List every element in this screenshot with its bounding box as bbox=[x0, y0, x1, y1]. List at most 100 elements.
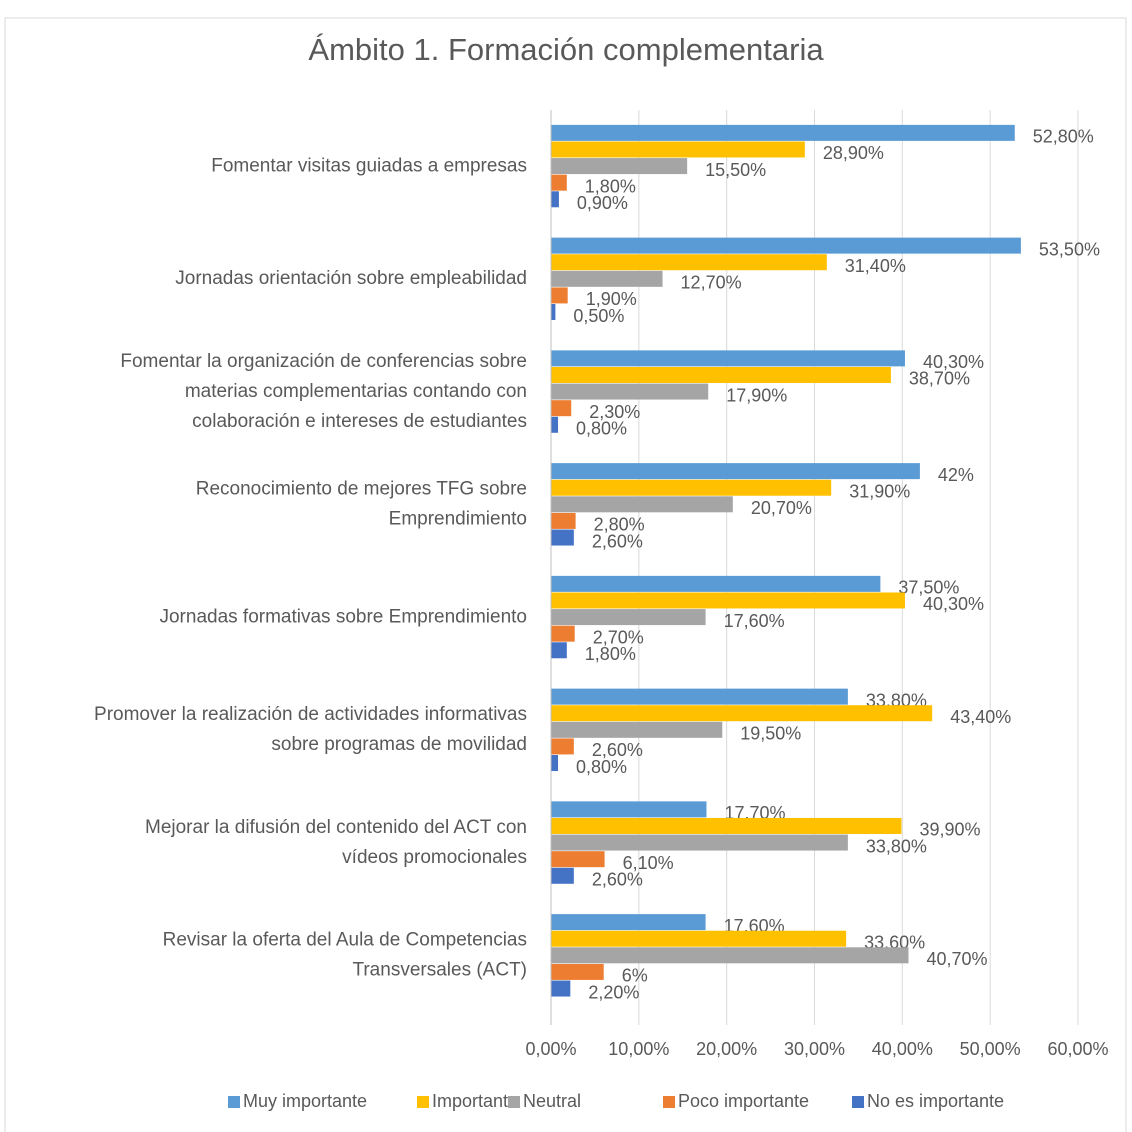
legend-label: Muy importante bbox=[243, 1091, 367, 1111]
value-label: 2,60% bbox=[592, 870, 643, 890]
value-label: 37,50% bbox=[898, 578, 959, 598]
bar bbox=[551, 867, 574, 884]
value-label: 1,80% bbox=[585, 644, 636, 664]
bar bbox=[551, 575, 881, 592]
x-tick-label: 10,00% bbox=[608, 1039, 669, 1059]
value-label: 0,80% bbox=[576, 757, 627, 777]
value-label: 0,50% bbox=[573, 306, 624, 326]
value-label: 17,60% bbox=[724, 611, 785, 631]
value-label: 31,90% bbox=[849, 481, 910, 501]
value-label: 6% bbox=[622, 966, 648, 986]
x-tick-label: 0,00% bbox=[525, 1039, 576, 1059]
bar bbox=[551, 254, 827, 271]
x-tick-label: 60,00% bbox=[1047, 1039, 1108, 1059]
bar bbox=[551, 592, 905, 609]
value-label: 0,90% bbox=[577, 193, 628, 213]
x-tick-label: 50,00% bbox=[960, 1039, 1021, 1059]
bar bbox=[551, 270, 663, 287]
value-label: 6,10% bbox=[623, 853, 674, 873]
bar bbox=[551, 930, 847, 947]
value-label: 38,70% bbox=[909, 369, 970, 389]
bar bbox=[551, 141, 805, 158]
x-tick-label: 30,00% bbox=[784, 1039, 845, 1059]
x-tick-label: 40,00% bbox=[872, 1039, 933, 1059]
bar bbox=[551, 755, 559, 772]
value-label: 1,80% bbox=[585, 176, 636, 196]
legend-label: Importante bbox=[432, 1091, 518, 1111]
value-label: 40,70% bbox=[926, 949, 987, 969]
bar bbox=[551, 705, 933, 722]
category-label: Jornadas formativas sobre Emprendimiento bbox=[159, 606, 527, 627]
legend-swatch bbox=[228, 1096, 240, 1108]
value-label: 28,90% bbox=[823, 143, 884, 163]
category-label: Fomentar visitas guiadas a empresas bbox=[211, 155, 527, 176]
legend-swatch bbox=[852, 1096, 864, 1108]
bar bbox=[551, 851, 605, 868]
bar bbox=[551, 834, 848, 851]
value-label: 2,20% bbox=[588, 982, 639, 1002]
value-label: 17,90% bbox=[726, 385, 787, 405]
x-tick-label: 20,00% bbox=[696, 1039, 757, 1059]
bar bbox=[551, 304, 556, 321]
bar bbox=[551, 463, 920, 480]
value-label: 2,60% bbox=[592, 531, 643, 551]
legend-swatch bbox=[663, 1096, 675, 1108]
value-label: 52,80% bbox=[1033, 127, 1094, 147]
bar bbox=[551, 350, 905, 367]
value-label: 42% bbox=[938, 465, 974, 485]
bar bbox=[551, 914, 706, 931]
value-label: 20,70% bbox=[751, 498, 812, 518]
value-label: 40,30% bbox=[923, 594, 984, 614]
value-label: 39,90% bbox=[919, 820, 980, 840]
bar bbox=[551, 609, 706, 626]
value-label: 43,40% bbox=[950, 707, 1011, 727]
legend-swatch bbox=[508, 1096, 520, 1108]
legend-swatch bbox=[417, 1096, 429, 1108]
bar bbox=[551, 529, 574, 546]
bar bbox=[551, 400, 572, 417]
bar bbox=[551, 287, 568, 304]
category-label: Fomentar la organización de conferencias… bbox=[120, 351, 527, 432]
chart-title: Ámbito 1. Formación complementaria bbox=[308, 32, 824, 67]
value-label: 33,80% bbox=[866, 836, 927, 856]
bar bbox=[551, 801, 707, 818]
bar bbox=[551, 625, 575, 642]
value-label: 1,90% bbox=[586, 289, 637, 309]
bar bbox=[551, 963, 604, 980]
bar bbox=[551, 174, 567, 191]
value-label: 2,30% bbox=[589, 402, 640, 422]
bar bbox=[551, 738, 574, 755]
bar bbox=[551, 191, 559, 208]
value-label: 2,60% bbox=[592, 740, 643, 760]
value-label: 31,40% bbox=[845, 256, 906, 276]
value-label: 40,30% bbox=[923, 352, 984, 372]
bar bbox=[551, 416, 559, 433]
bar bbox=[551, 479, 832, 496]
value-label: 12,70% bbox=[681, 273, 742, 293]
legend-label: No es importante bbox=[867, 1091, 1004, 1111]
bar bbox=[551, 642, 567, 659]
bar bbox=[551, 366, 891, 383]
category-label: Jornadas orientación sobre empleabilidad bbox=[175, 268, 527, 289]
bar bbox=[551, 496, 733, 513]
value-label: 2,70% bbox=[593, 627, 644, 647]
legend-label: Neutral bbox=[523, 1091, 581, 1111]
bar bbox=[551, 237, 1021, 254]
bar bbox=[551, 721, 723, 738]
category-label: Mejorar la difusión del contenido del AC… bbox=[145, 817, 527, 868]
category-label: Reconocimiento de mejores TFG sobre Empre… bbox=[196, 479, 527, 530]
value-label: 53,50% bbox=[1039, 239, 1100, 259]
value-label: 19,50% bbox=[740, 724, 801, 744]
bar bbox=[551, 947, 909, 964]
category-label: Revisar la oferta del Aula de Competenci… bbox=[163, 930, 527, 981]
bar bbox=[551, 124, 1015, 141]
category-label: Promover la realización de actividades i… bbox=[94, 704, 527, 755]
bar bbox=[551, 817, 902, 834]
bar bbox=[551, 512, 576, 529]
bar bbox=[551, 383, 709, 400]
legend-label: Poco importante bbox=[678, 1091, 809, 1111]
bar bbox=[551, 158, 688, 175]
value-label: 15,50% bbox=[705, 160, 766, 180]
value-label: 0,80% bbox=[576, 419, 627, 439]
